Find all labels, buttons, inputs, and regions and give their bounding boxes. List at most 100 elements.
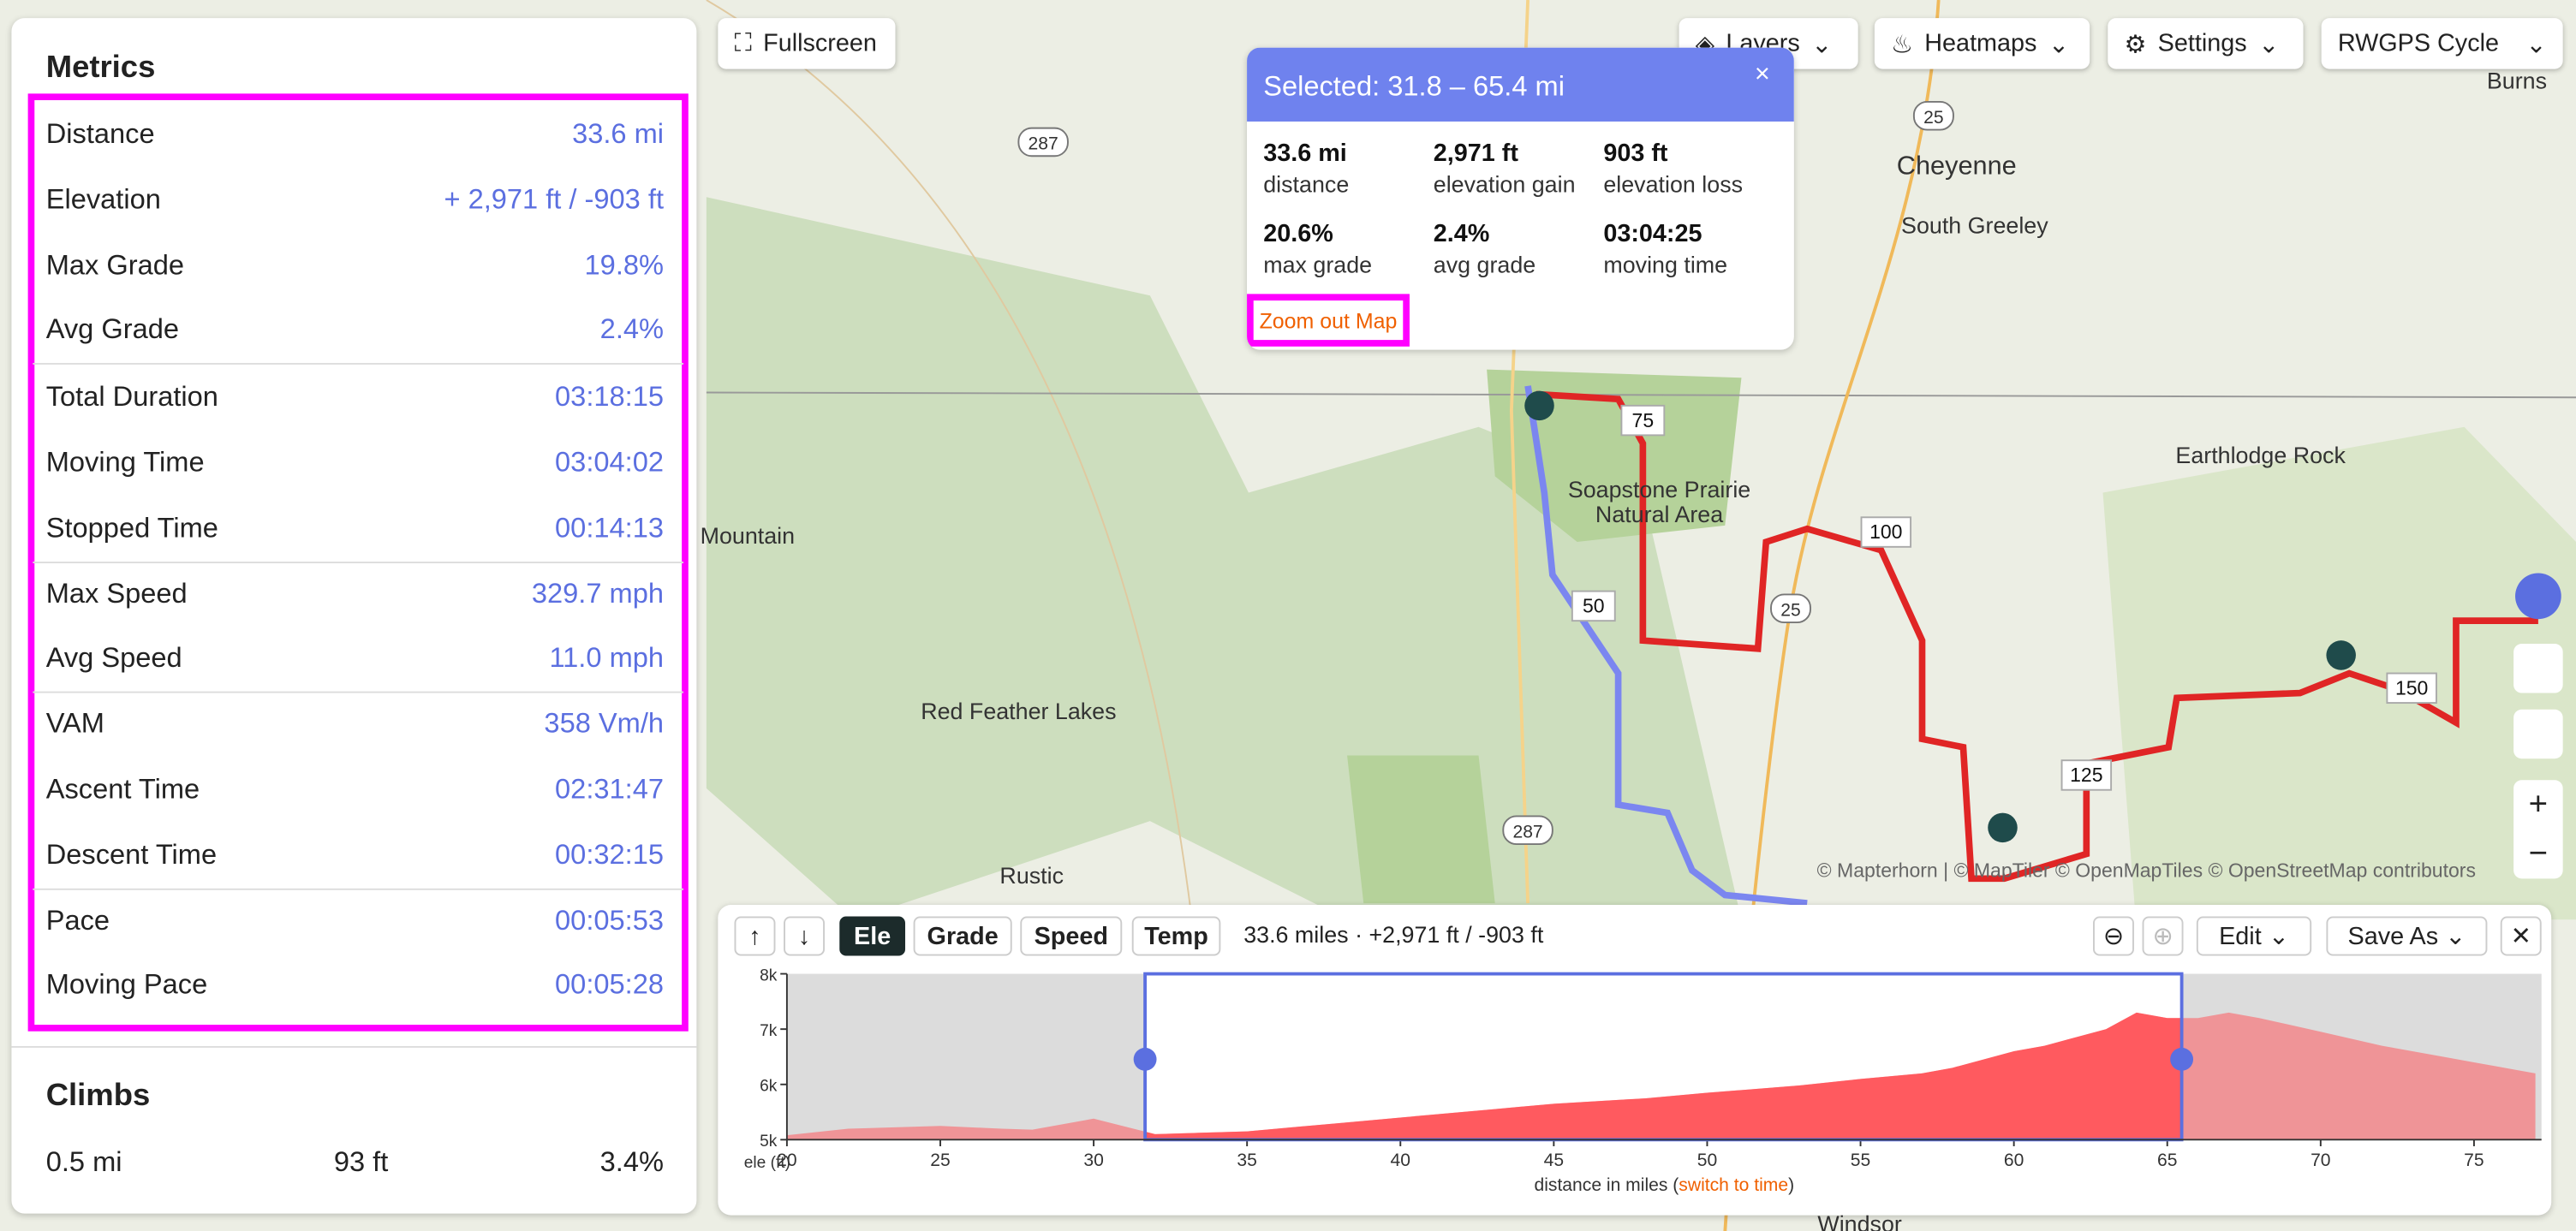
- close-button[interactable]: ×: [1754, 60, 1770, 89]
- separator: [33, 561, 684, 563]
- popup-stat: 903 ft elevation loss: [1603, 140, 1743, 199]
- link-label: Zoom out Map: [1259, 307, 1398, 333]
- down-button[interactable]: ↓: [784, 916, 826, 956]
- metric-label: Total Duration: [45, 381, 218, 413]
- popup-stat: 03:04:25 moving time: [1603, 220, 1727, 279]
- metric-row: Stopped Time 00:14:13: [46, 496, 664, 562]
- label-part: ): [1788, 1175, 1794, 1195]
- mile-marker: 100: [1869, 520, 1902, 543]
- metric-label: Avg Speed: [45, 642, 182, 675]
- profile-tab[interactable]: Ele: [839, 916, 906, 956]
- metric-value: 00:05:53: [555, 904, 665, 936]
- metric-value: 00:05:28: [555, 969, 665, 1002]
- selection-popup: Selected: 31.8 – 65.4 mi × 33.6 mi distan…: [1247, 47, 1794, 350]
- switch-link[interactable]: switch to time: [1679, 1175, 1788, 1195]
- stat-value: 2.4%: [1433, 220, 1490, 248]
- popup-stat: 2.4% avg grade: [1434, 220, 1535, 279]
- metric-row: Moving Pace 00:05:28: [46, 953, 664, 1019]
- metric-value: 02:31:47: [555, 773, 665, 805]
- metric-label: Moving Time: [45, 446, 205, 479]
- climb-row: 0.5 mi 93 ft 3.4%: [46, 1130, 664, 1196]
- button-label: Edit: [2219, 922, 2262, 950]
- climb-cell: 93 ft: [333, 1146, 389, 1178]
- place-label: Natural Area: [1595, 502, 1723, 527]
- mile-marker: 125: [2070, 764, 2102, 786]
- selection-handle[interactable]: [2170, 1047, 2194, 1071]
- x-tick-label: 50: [1697, 1151, 1717, 1170]
- stat-value: 03:04:25: [1603, 220, 1702, 248]
- metric-label: Max Speed: [45, 577, 188, 609]
- stat-label: distance: [1263, 170, 1350, 198]
- metric-label: Ascent Time: [45, 773, 200, 805]
- metric-row: Max Speed 329.7 mph: [46, 561, 664, 627]
- zoom-out-button[interactable]: ⊖: [2092, 916, 2134, 956]
- place-label: Rustic: [999, 863, 1064, 889]
- metric-row: Elevation + 2,971 ft / -903 ft: [46, 167, 664, 233]
- zoom-out-link[interactable]: Zoom out Map: [1247, 294, 1410, 347]
- place-label: Earthlodge Rock: [2175, 443, 2346, 468]
- metric-label: Moving Pace: [45, 969, 208, 1002]
- metric-label: Elevation: [45, 183, 161, 215]
- x-tick-label: 70: [2311, 1151, 2330, 1170]
- stat-label: max grade: [1263, 251, 1373, 278]
- highlight-box: [27, 93, 689, 1032]
- svg-text:−: −: [2529, 835, 2548, 871]
- profile-tab[interactable]: Temp: [1131, 916, 1221, 956]
- metric-value: 00:14:13: [555, 512, 665, 544]
- x-tick-label: 60: [2004, 1151, 2024, 1170]
- separator: [33, 692, 684, 694]
- metric-label: VAM: [45, 708, 104, 740]
- selection-handle[interactable]: [1133, 1047, 1157, 1071]
- metric-label: Max Grade: [45, 248, 185, 281]
- settings-button[interactable]: ⚙ Settings ⌄: [2108, 18, 2304, 69]
- save-as-button[interactable]: Save As ⌄: [2326, 916, 2488, 956]
- edit-button[interactable]: Edit ⌄: [2196, 916, 2312, 956]
- mile-marker: 50: [1583, 595, 1605, 617]
- elevation-chart: 5k 6k 7k 8k 20 25 30 35 40 45 50 55 60 65 70 75 ele (ft)…: [744, 966, 2542, 1195]
- stat-label: moving time: [1603, 251, 1728, 278]
- y-tick-label: 6k: [760, 1077, 778, 1095]
- place-label: Burns: [2487, 68, 2547, 94]
- metric-label: Avg Grade: [45, 314, 180, 346]
- stat-value: 20.6%: [1263, 220, 1333, 248]
- metrics-panel: Metrics Distance 33.6 mi Elevation + 2,971 …: [11, 18, 697, 1214]
- map-style-select[interactable]: RWGPS Cycle ⌄: [2321, 18, 2563, 69]
- elevation-area-selected: [1145, 1012, 2182, 1140]
- metric-label: Distance: [45, 118, 155, 150]
- metric-value: + 2,971 ft / -903 ft: [444, 183, 665, 215]
- heatmaps-button[interactable]: ♨ Heatmaps ⌄: [1874, 18, 2090, 69]
- popup-title: Selected: 31.8 – 65.4 mi: [1263, 70, 1565, 102]
- y-axis-label: ele (ft): [744, 1154, 790, 1172]
- metric-row: Pace 00:05:53: [46, 888, 664, 954]
- close-button[interactable]: ✕: [2500, 916, 2542, 956]
- place-label: Mountain: [701, 523, 795, 549]
- place-label: Cheyenne: [1897, 150, 2017, 180]
- road-shield: 287: [1029, 134, 1058, 154]
- climb-cell: 0.5 mi: [45, 1146, 122, 1178]
- zoom-in-button[interactable]: ⊕: [2142, 916, 2184, 956]
- x-tick-label: 55: [1851, 1151, 1870, 1170]
- button-label: Heatmaps: [1924, 29, 2037, 58]
- place-label: Red Feather Lakes: [921, 699, 1116, 724]
- fullscreen-button[interactable]: ⛶ Fullscreen: [718, 18, 896, 69]
- popup-stat: 33.6 mi distance: [1263, 140, 1349, 199]
- separator: [33, 888, 684, 890]
- mile-marker: 75: [1632, 409, 1655, 431]
- stat-label: elevation gain: [1433, 170, 1576, 198]
- metric-value: 03:04:02: [555, 446, 665, 479]
- up-button[interactable]: ↑: [734, 916, 776, 956]
- metric-row: Avg Speed 11.0 mph: [46, 627, 664, 693]
- popup-stat: 20.6% max grade: [1263, 220, 1372, 279]
- stat-value: 33.6 mi: [1263, 140, 1347, 168]
- popup-stat: 2,971 ft elevation gain: [1434, 140, 1576, 199]
- panel-title: Climbs: [45, 1079, 151, 1114]
- x-tick-label: 45: [1544, 1151, 1564, 1170]
- profile-tab[interactable]: Grade: [913, 916, 1012, 956]
- profile-summary: 33.6 miles · +2,971 ft / -903 ft: [1243, 921, 1544, 948]
- profile-tab[interactable]: Speed: [1020, 916, 1123, 956]
- mile-marker: 150: [2395, 676, 2428, 699]
- button-label: Settings: [2157, 29, 2247, 58]
- climb-cell: 3.4%: [599, 1146, 664, 1178]
